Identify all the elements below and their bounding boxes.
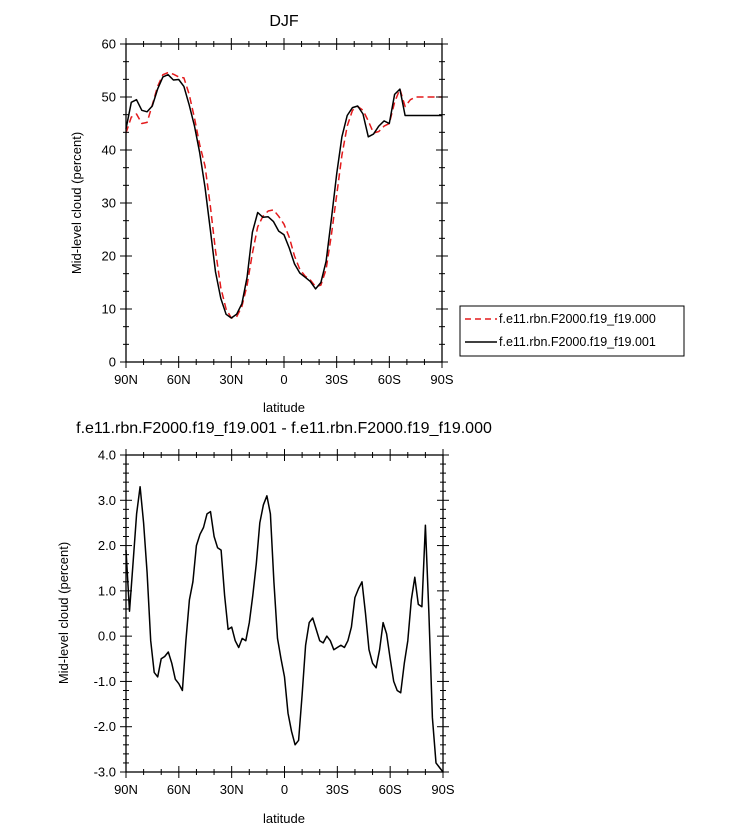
top-chart-title: DJF	[269, 13, 299, 30]
bottom-plot-frame	[125, 454, 444, 773]
top-chart: DJF 90N 60N 30N 0 30S 60S 90S 0 10 20 30 40 50 60 lat…	[69, 13, 685, 415]
top-series-line-0	[125, 71, 442, 319]
top-x-tick-label: 0	[280, 372, 287, 387]
bottom-y-tick-label: -2.0	[94, 719, 116, 734]
top-y-tick-label: 60	[102, 37, 116, 52]
bottom-x-axis-label: latitude	[263, 811, 305, 826]
bottom-y-tick-label: 4.0	[98, 448, 116, 463]
bottom-y-tick-label: 1.0	[98, 583, 116, 598]
bottom-x-tick-label: 90S	[431, 782, 454, 797]
bottom-x-tick-label: 90N	[114, 782, 138, 797]
bottom-y-tick-label: 0.0	[98, 629, 116, 644]
top-y-tick-label: 30	[102, 196, 116, 211]
top-series-line-1	[125, 73, 442, 319]
bottom-series-line-0	[125, 485, 444, 773]
top-y-tick-label: 10	[102, 302, 116, 317]
top-plot-frame	[125, 43, 443, 363]
bottom-x-tick-label: 30N	[220, 782, 244, 797]
bottom-y-tick-label: 2.0	[98, 538, 116, 553]
top-legend: f.e11.rbn.F2000.f19_f19.000 f.e11.rbn.F2…	[459, 305, 685, 357]
bottom-y-tick-label: -3.0	[94, 765, 116, 780]
top-x-tick-label: 90S	[430, 372, 453, 387]
top-x-axis-label: latitude	[263, 400, 305, 415]
top-y-tick-label: 40	[102, 143, 116, 158]
bottom-chart-title: f.e11.rbn.F2000.f19_f19.001 - f.e11.rbn.…	[76, 420, 492, 437]
bottom-y-axis-label: Mid-level cloud (percent)	[56, 542, 71, 684]
bottom-chart: f.e11.rbn.F2000.f19_f19.001 - f.e11.rbn.…	[56, 420, 492, 826]
top-plot-area: 90N 60N 30N 0 30S 60S 90S 0 10 20 30 40 50 60	[102, 37, 454, 388]
bottom-x-tick-label: 60S	[379, 782, 402, 797]
top-x-tick-label: 60S	[378, 372, 401, 387]
top-x-tick-label: 30S	[325, 372, 348, 387]
bottom-y-tick-label: -1.0	[94, 674, 116, 689]
top-y-tick-label: 0	[109, 355, 116, 370]
legend-label-series-000: f.e11.rbn.F2000.f19_f19.000	[499, 312, 656, 326]
legend-box	[459, 305, 685, 357]
legend-label-series-001: f.e11.rbn.F2000.f19_f19.001	[499, 335, 656, 349]
top-x-tick-label: 30N	[219, 372, 243, 387]
bottom-x-tick-label: 60N	[167, 782, 191, 797]
top-y-tick-label: 20	[102, 249, 116, 264]
bottom-x-tick-label: 0	[281, 782, 288, 797]
bottom-y-tick-label: 3.0	[98, 493, 116, 508]
top-x-tick-label: 60N	[167, 372, 191, 387]
top-y-tick-label: 50	[102, 90, 116, 105]
bottom-plot-area: 90N 60N 30N 0 30S 60S 90S -3.0 -2.0 -1.0 0.0 1.0 2.0…	[94, 448, 455, 798]
top-x-tick-label: 90N	[114, 372, 138, 387]
bottom-x-tick-label: 30S	[326, 782, 349, 797]
top-y-axis-label: Mid-level cloud (percent)	[69, 132, 84, 274]
